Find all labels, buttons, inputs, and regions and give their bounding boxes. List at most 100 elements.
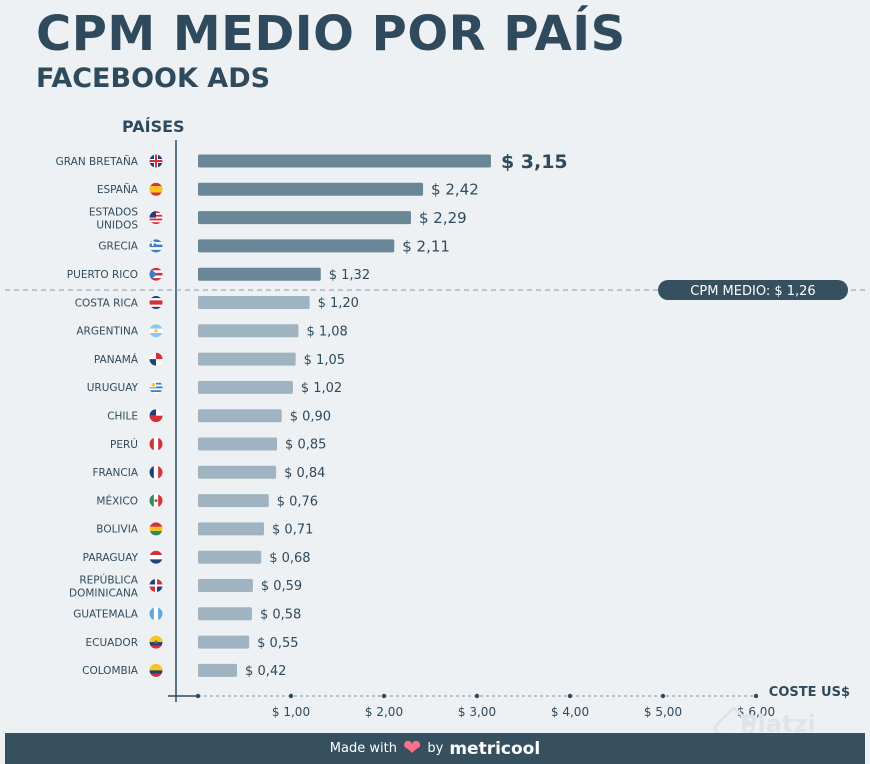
category-label: URUGUAY — [87, 382, 139, 394]
bar — [198, 380, 293, 394]
bar — [198, 494, 269, 508]
x-tick-label: $ 6,00 — [737, 705, 775, 719]
category-label: GRECIA — [98, 241, 138, 253]
bar-chart: $ 1,00 $ 2,00 $ 3,00 $ 4,00 $ 5,00 $ 6,00 COST… — [5, 140, 865, 719]
x-tick-label: $ 1,00 — [272, 705, 310, 719]
bar-rounded-end — [416, 182, 424, 196]
bar — [198, 635, 250, 649]
uruguay-flag-icon — [149, 380, 163, 394]
category-label: ARGENTINA — [76, 326, 138, 338]
y-axis-label: PAÍSES — [122, 117, 185, 136]
footer-brand: metricool — [449, 738, 541, 759]
bar — [198, 154, 491, 168]
bar-rounded-end — [257, 522, 265, 536]
uk-flag-icon — [149, 154, 163, 168]
bar-rounded-end — [230, 663, 238, 677]
bar-rounded-end — [302, 296, 310, 309]
category-label: MÉXICO — [96, 494, 138, 507]
average-badge — [658, 280, 848, 300]
bar — [198, 437, 278, 451]
bar-rounded-end — [242, 635, 250, 649]
bar — [198, 267, 321, 281]
puerto-rico-flag-icon — [149, 267, 163, 281]
x-tick-label: $ 4,00 — [551, 705, 589, 719]
chart-title: CPM MEDIO POR PAÍS — [36, 6, 626, 62]
dominican-republic-flag-icon — [149, 579, 163, 592]
x-tick-dot — [474, 693, 480, 699]
category-label: PUERTO RICO — [67, 269, 138, 281]
x-tick-label: $ 5,00 — [644, 705, 682, 719]
category-label: COSTA RICA — [75, 297, 139, 309]
spain-flag-icon — [149, 182, 163, 196]
france-flag-icon — [149, 465, 163, 479]
average-badge-label: CPM MEDIO: $ 1,26 — [690, 284, 815, 299]
bar-rounded-end — [313, 267, 321, 281]
bar — [198, 465, 277, 479]
bar-rounded-end — [285, 380, 293, 394]
bar-value-label: $ 1,32 — [329, 268, 370, 283]
category-label: FRANCIA — [92, 467, 138, 479]
bar-rounded-end — [387, 239, 395, 253]
x-tick-dot — [567, 693, 573, 699]
footer-made-with: Made with — [329, 741, 397, 756]
x-tick-dot — [288, 693, 294, 699]
greece-flag-icon — [149, 239, 163, 253]
category-label: BOLIVIA — [96, 524, 139, 536]
bar-rounded-end — [403, 211, 411, 225]
category-label: PARAGUAY — [83, 552, 139, 564]
bar-rounded-end — [270, 437, 278, 451]
mexico-flag-icon — [149, 494, 163, 508]
x-tick-label: $ 3,00 — [458, 705, 496, 719]
bar-rounded-end — [269, 465, 277, 479]
x-axis-origin-dot — [195, 693, 201, 699]
bar-value-label: $ 1,20 — [318, 296, 359, 311]
panama-flag-icon — [149, 352, 163, 366]
bar — [198, 296, 310, 309]
bar-rounded-end — [254, 550, 262, 564]
bar-value-label: $ 2,42 — [431, 181, 479, 199]
bar-value-label: $ 0,85 — [285, 438, 326, 453]
chile-flag-icon — [149, 409, 163, 423]
footer-by: by — [427, 741, 444, 756]
paraguay-flag-icon — [149, 550, 163, 564]
bar — [198, 352, 296, 366]
ecuador-flag-icon — [149, 635, 163, 649]
bar-value-label: $ 1,02 — [301, 381, 342, 396]
colombia-flag-icon — [149, 663, 163, 677]
category-label: CHILE — [107, 411, 138, 423]
usa-flag-icon — [149, 211, 163, 225]
bar — [198, 522, 265, 536]
bar-value-label: $ 1,08 — [306, 324, 347, 339]
bar-value-label: $ 3,15 — [501, 151, 568, 173]
bar-value-label: $ 0,58 — [260, 607, 301, 622]
footer: Made with ❤ by metricool — [5, 733, 865, 764]
bar-value-label: $ 2,29 — [419, 209, 467, 227]
bar-value-label: $ 2,11 — [402, 237, 450, 255]
bar-value-label: $ 0,76 — [277, 494, 318, 509]
category-label: REPÚBLICA DOMINICANA — [69, 574, 139, 600]
bar-value-label: $ 0,71 — [272, 523, 313, 538]
bar — [198, 607, 252, 621]
heart-icon: ❤ — [402, 735, 422, 761]
bar — [198, 182, 424, 196]
category-label: PANAMÁ — [94, 353, 139, 366]
bar-rounded-end — [244, 607, 252, 621]
bar — [198, 324, 299, 338]
bar-rounded-end — [245, 579, 253, 592]
bar-value-label: $ 0,55 — [257, 636, 298, 651]
bar-value-label: $ 0,68 — [269, 551, 310, 566]
bar-rounded-end — [291, 324, 299, 338]
bar-value-label: $ 1,05 — [304, 353, 345, 368]
bar-value-label: $ 0,84 — [284, 466, 325, 481]
x-axis-label: COSTE US$ — [769, 685, 850, 700]
bar — [198, 409, 282, 423]
guatemala-flag-icon — [149, 607, 163, 621]
bar-rounded-end — [261, 494, 269, 508]
argentina-flag-icon — [149, 324, 163, 338]
category-label: GUATEMALA — [73, 609, 139, 621]
bar-rounded-end — [483, 154, 491, 168]
peru-flag-icon — [149, 437, 163, 451]
bolivia-flag-icon — [149, 522, 163, 536]
x-tick-dot — [381, 693, 387, 699]
bar — [198, 663, 238, 677]
